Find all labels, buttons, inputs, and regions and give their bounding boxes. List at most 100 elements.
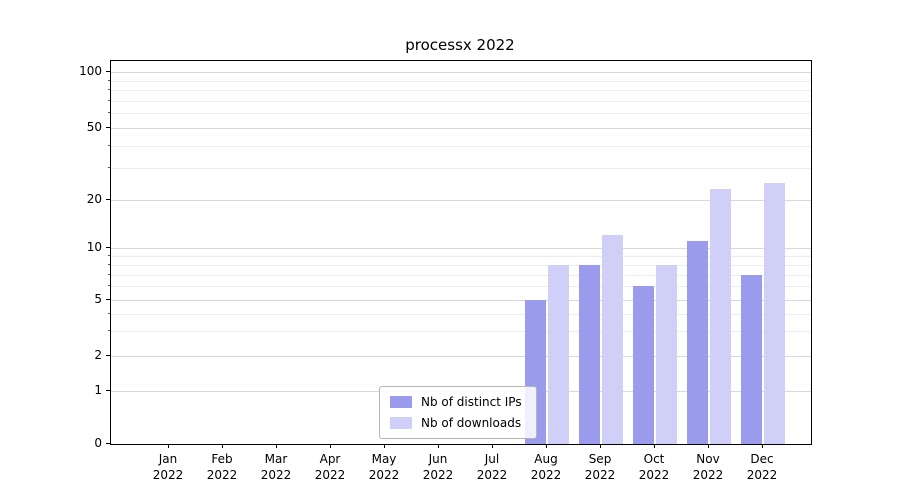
x-tick-year: 2022 <box>530 468 562 482</box>
x-tick-label: Jun 2022 <box>411 451 465 483</box>
y-tick-mark <box>106 443 110 444</box>
x-tick-mark <box>708 444 709 448</box>
x-tick-year: 2022 <box>260 468 292 482</box>
x-tick-month: Aug <box>534 452 558 466</box>
x-tick-label: Feb 2022 <box>195 451 249 483</box>
x-tick-month: Feb <box>211 452 233 466</box>
x-tick-month: Dec <box>750 452 774 466</box>
x-tick-month: Jun <box>428 452 448 466</box>
x-tick-year: 2022 <box>422 468 454 482</box>
y-tick-label: 100 <box>79 64 102 79</box>
bar-downloads <box>710 189 731 444</box>
bar-downloads <box>548 264 569 444</box>
x-tick-label: Jul 2022 <box>465 451 519 483</box>
x-tick-month: Oct <box>643 452 665 466</box>
x-tick-label: Oct 2022 <box>627 451 681 483</box>
chart-title: processx 2022 <box>405 36 515 54</box>
y-minor-tick-mark <box>108 254 110 256</box>
x-tick-label: Jan 2022 <box>141 451 195 483</box>
x-tick-month: Mar <box>264 452 288 466</box>
y-tick-label: 10 <box>86 239 102 254</box>
x-tick-label: Nov 2022 <box>681 451 735 483</box>
x-tick-label: Mar 2022 <box>249 451 303 483</box>
legend-label: Nb of distinct IPs <box>421 395 522 409</box>
bar-downloads <box>764 182 785 444</box>
legend-row: Nb of downloads <box>390 416 522 430</box>
x-tick-mark <box>492 444 493 448</box>
y-minor-tick-mark <box>108 89 110 91</box>
gridline <box>111 168 811 170</box>
gridline <box>111 200 811 201</box>
x-tick-year: 2022 <box>746 468 778 482</box>
x-tick-year: 2022 <box>638 468 670 482</box>
x-tick-year: 2022 <box>584 468 616 482</box>
legend-label: Nb of downloads <box>421 416 522 430</box>
gridline <box>111 247 811 249</box>
y-tick-label: 2 <box>94 347 102 362</box>
y-minor-tick-mark <box>108 263 110 265</box>
legend: Nb of distinct IPs Nb of downloads <box>379 386 537 439</box>
bar-distinct-ips <box>687 241 708 444</box>
gridline <box>111 331 811 333</box>
x-tick-mark <box>330 444 331 448</box>
y-minor-tick-mark <box>108 273 110 275</box>
y-tick-mark <box>106 354 110 356</box>
x-tick-mark <box>600 444 601 448</box>
plot-area: Nb of distinct IPs Nb of downloads <box>110 60 812 445</box>
legend-swatch <box>390 396 412 408</box>
gridline <box>111 113 811 115</box>
y-tick-label: 5 <box>94 292 102 306</box>
x-tick-month: Sep <box>588 452 612 466</box>
legend-row: Nb of distinct IPs <box>390 395 522 409</box>
y-minor-tick-mark <box>108 144 110 146</box>
bar-distinct-ips <box>741 274 762 444</box>
y-tick-mark <box>106 71 110 73</box>
x-tick-year: 2022 <box>314 468 346 482</box>
x-tick-year: 2022 <box>476 468 508 482</box>
x-tick-mark <box>222 444 223 448</box>
y-minor-tick-mark <box>108 79 110 81</box>
x-tick-label: Dec 2022 <box>735 451 789 483</box>
gridline <box>111 90 811 92</box>
x-tick-mark <box>546 444 547 448</box>
gridline <box>111 145 811 147</box>
gridline <box>111 255 811 257</box>
x-tick-year: 2022 <box>152 468 184 482</box>
bar-downloads <box>656 264 677 444</box>
y-tick-mark <box>106 246 110 248</box>
x-tick-mark <box>384 444 385 448</box>
gridline <box>111 355 811 357</box>
x-tick-label: May 2022 <box>357 451 411 483</box>
x-tick-label: Sep 2022 <box>573 451 627 483</box>
x-tick-mark <box>762 444 763 448</box>
gridline <box>111 274 811 276</box>
x-tick-mark <box>654 444 655 448</box>
bar-downloads <box>602 235 623 444</box>
x-tick-month: Nov <box>696 452 720 466</box>
x-tick-month: Apr <box>319 452 341 466</box>
x-tick-mark <box>168 444 169 448</box>
y-minor-tick-mark <box>108 99 110 101</box>
x-tick-label: Apr 2022 <box>303 451 357 483</box>
y-tick-mark <box>106 127 110 128</box>
x-tick-mark <box>276 444 277 448</box>
y-minor-tick-mark <box>108 330 110 332</box>
y-minor-tick-mark <box>108 167 110 169</box>
y-minor-tick-mark <box>108 112 110 114</box>
x-tick-year: 2022 <box>368 468 400 482</box>
gridline <box>111 80 811 82</box>
gridline <box>111 128 811 129</box>
y-tick-label: 20 <box>86 192 102 206</box>
gridline <box>111 286 811 288</box>
y-tick-mark <box>106 299 110 300</box>
legend-swatch <box>390 417 412 429</box>
y-tick-mark <box>106 390 110 392</box>
x-tick-month: Jul <box>484 452 500 466</box>
x-tick-year: 2022 <box>206 468 238 482</box>
gridline <box>111 313 811 315</box>
y-tick-label: 0 <box>94 436 102 450</box>
y-minor-tick-mark <box>108 312 110 314</box>
x-tick-year: 2022 <box>692 468 724 482</box>
bar-distinct-ips <box>579 264 600 444</box>
